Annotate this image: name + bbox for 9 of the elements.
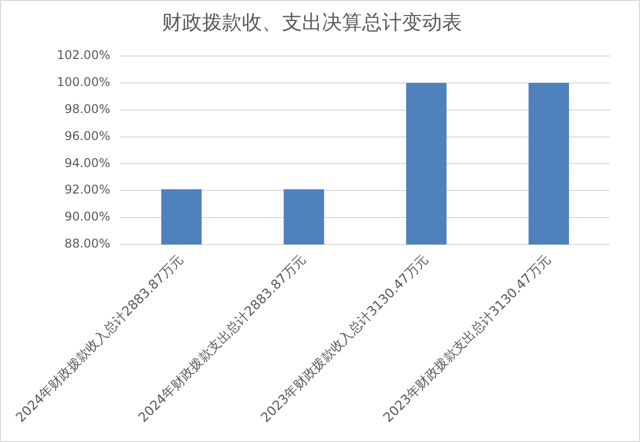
y-tick-label: 88.00% [64,236,110,251]
y-tick-label: 96.00% [64,128,110,143]
y-tick-label: 92.00% [64,182,110,197]
y-tick-label: 102.00% [56,48,110,62]
y-tick-label: 98.00% [64,102,110,116]
y-tick-label: 94.00% [64,156,110,170]
chart-title: 财政拨款收、支出决算总计变动表 [162,10,462,34]
y-tick-label: 90.00% [64,210,110,224]
y-tick-label: 100.00% [56,75,110,90]
